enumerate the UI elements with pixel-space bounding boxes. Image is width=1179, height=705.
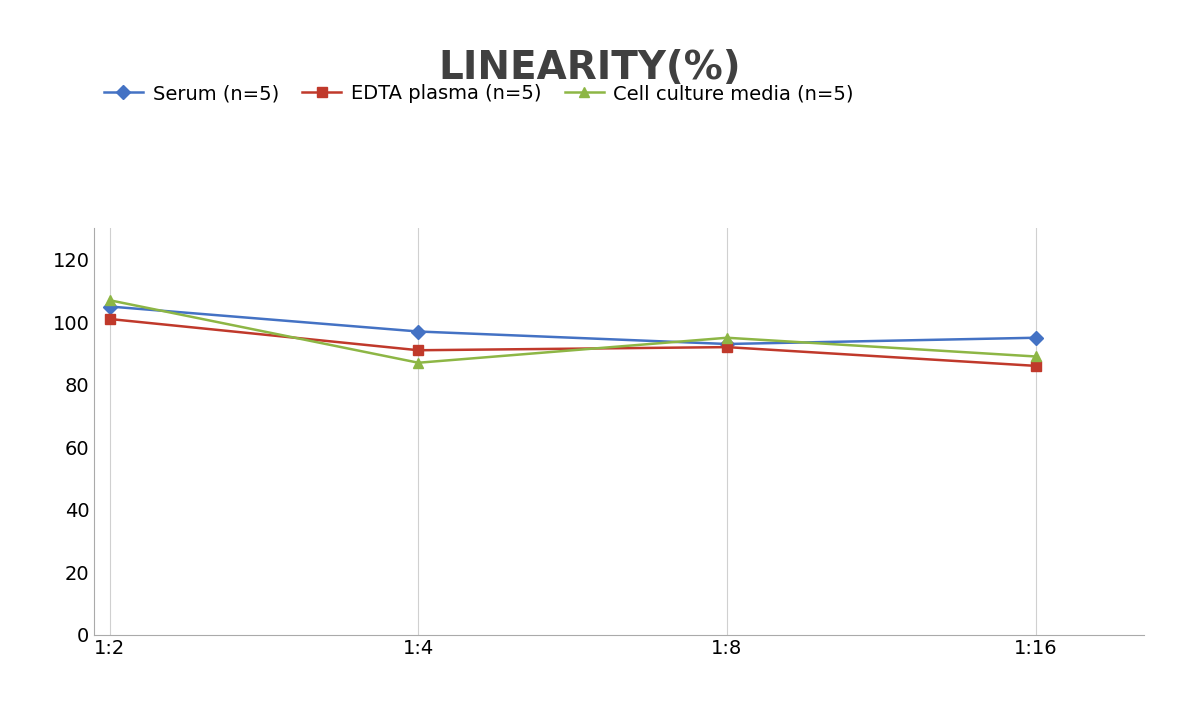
EDTA plasma (n=5) bbox=[1028, 362, 1042, 370]
Text: LINEARITY(%): LINEARITY(%) bbox=[439, 49, 740, 87]
EDTA plasma (n=5) bbox=[103, 314, 117, 323]
Serum (n=5) bbox=[103, 302, 117, 311]
EDTA plasma (n=5) bbox=[411, 346, 426, 355]
Cell culture media (n=5) bbox=[103, 296, 117, 305]
Cell culture media (n=5) bbox=[720, 333, 735, 342]
Cell culture media (n=5) bbox=[1028, 352, 1042, 361]
EDTA plasma (n=5) bbox=[720, 343, 735, 351]
Line: Cell culture media (n=5): Cell culture media (n=5) bbox=[105, 295, 1041, 367]
Serum (n=5) bbox=[411, 327, 426, 336]
Line: EDTA plasma (n=5): EDTA plasma (n=5) bbox=[105, 314, 1041, 371]
Legend: Serum (n=5), EDTA plasma (n=5), Cell culture media (n=5): Serum (n=5), EDTA plasma (n=5), Cell cul… bbox=[104, 84, 854, 103]
Serum (n=5) bbox=[720, 340, 735, 348]
Cell culture media (n=5) bbox=[411, 359, 426, 367]
Serum (n=5) bbox=[1028, 333, 1042, 342]
Line: Serum (n=5): Serum (n=5) bbox=[105, 302, 1041, 349]
